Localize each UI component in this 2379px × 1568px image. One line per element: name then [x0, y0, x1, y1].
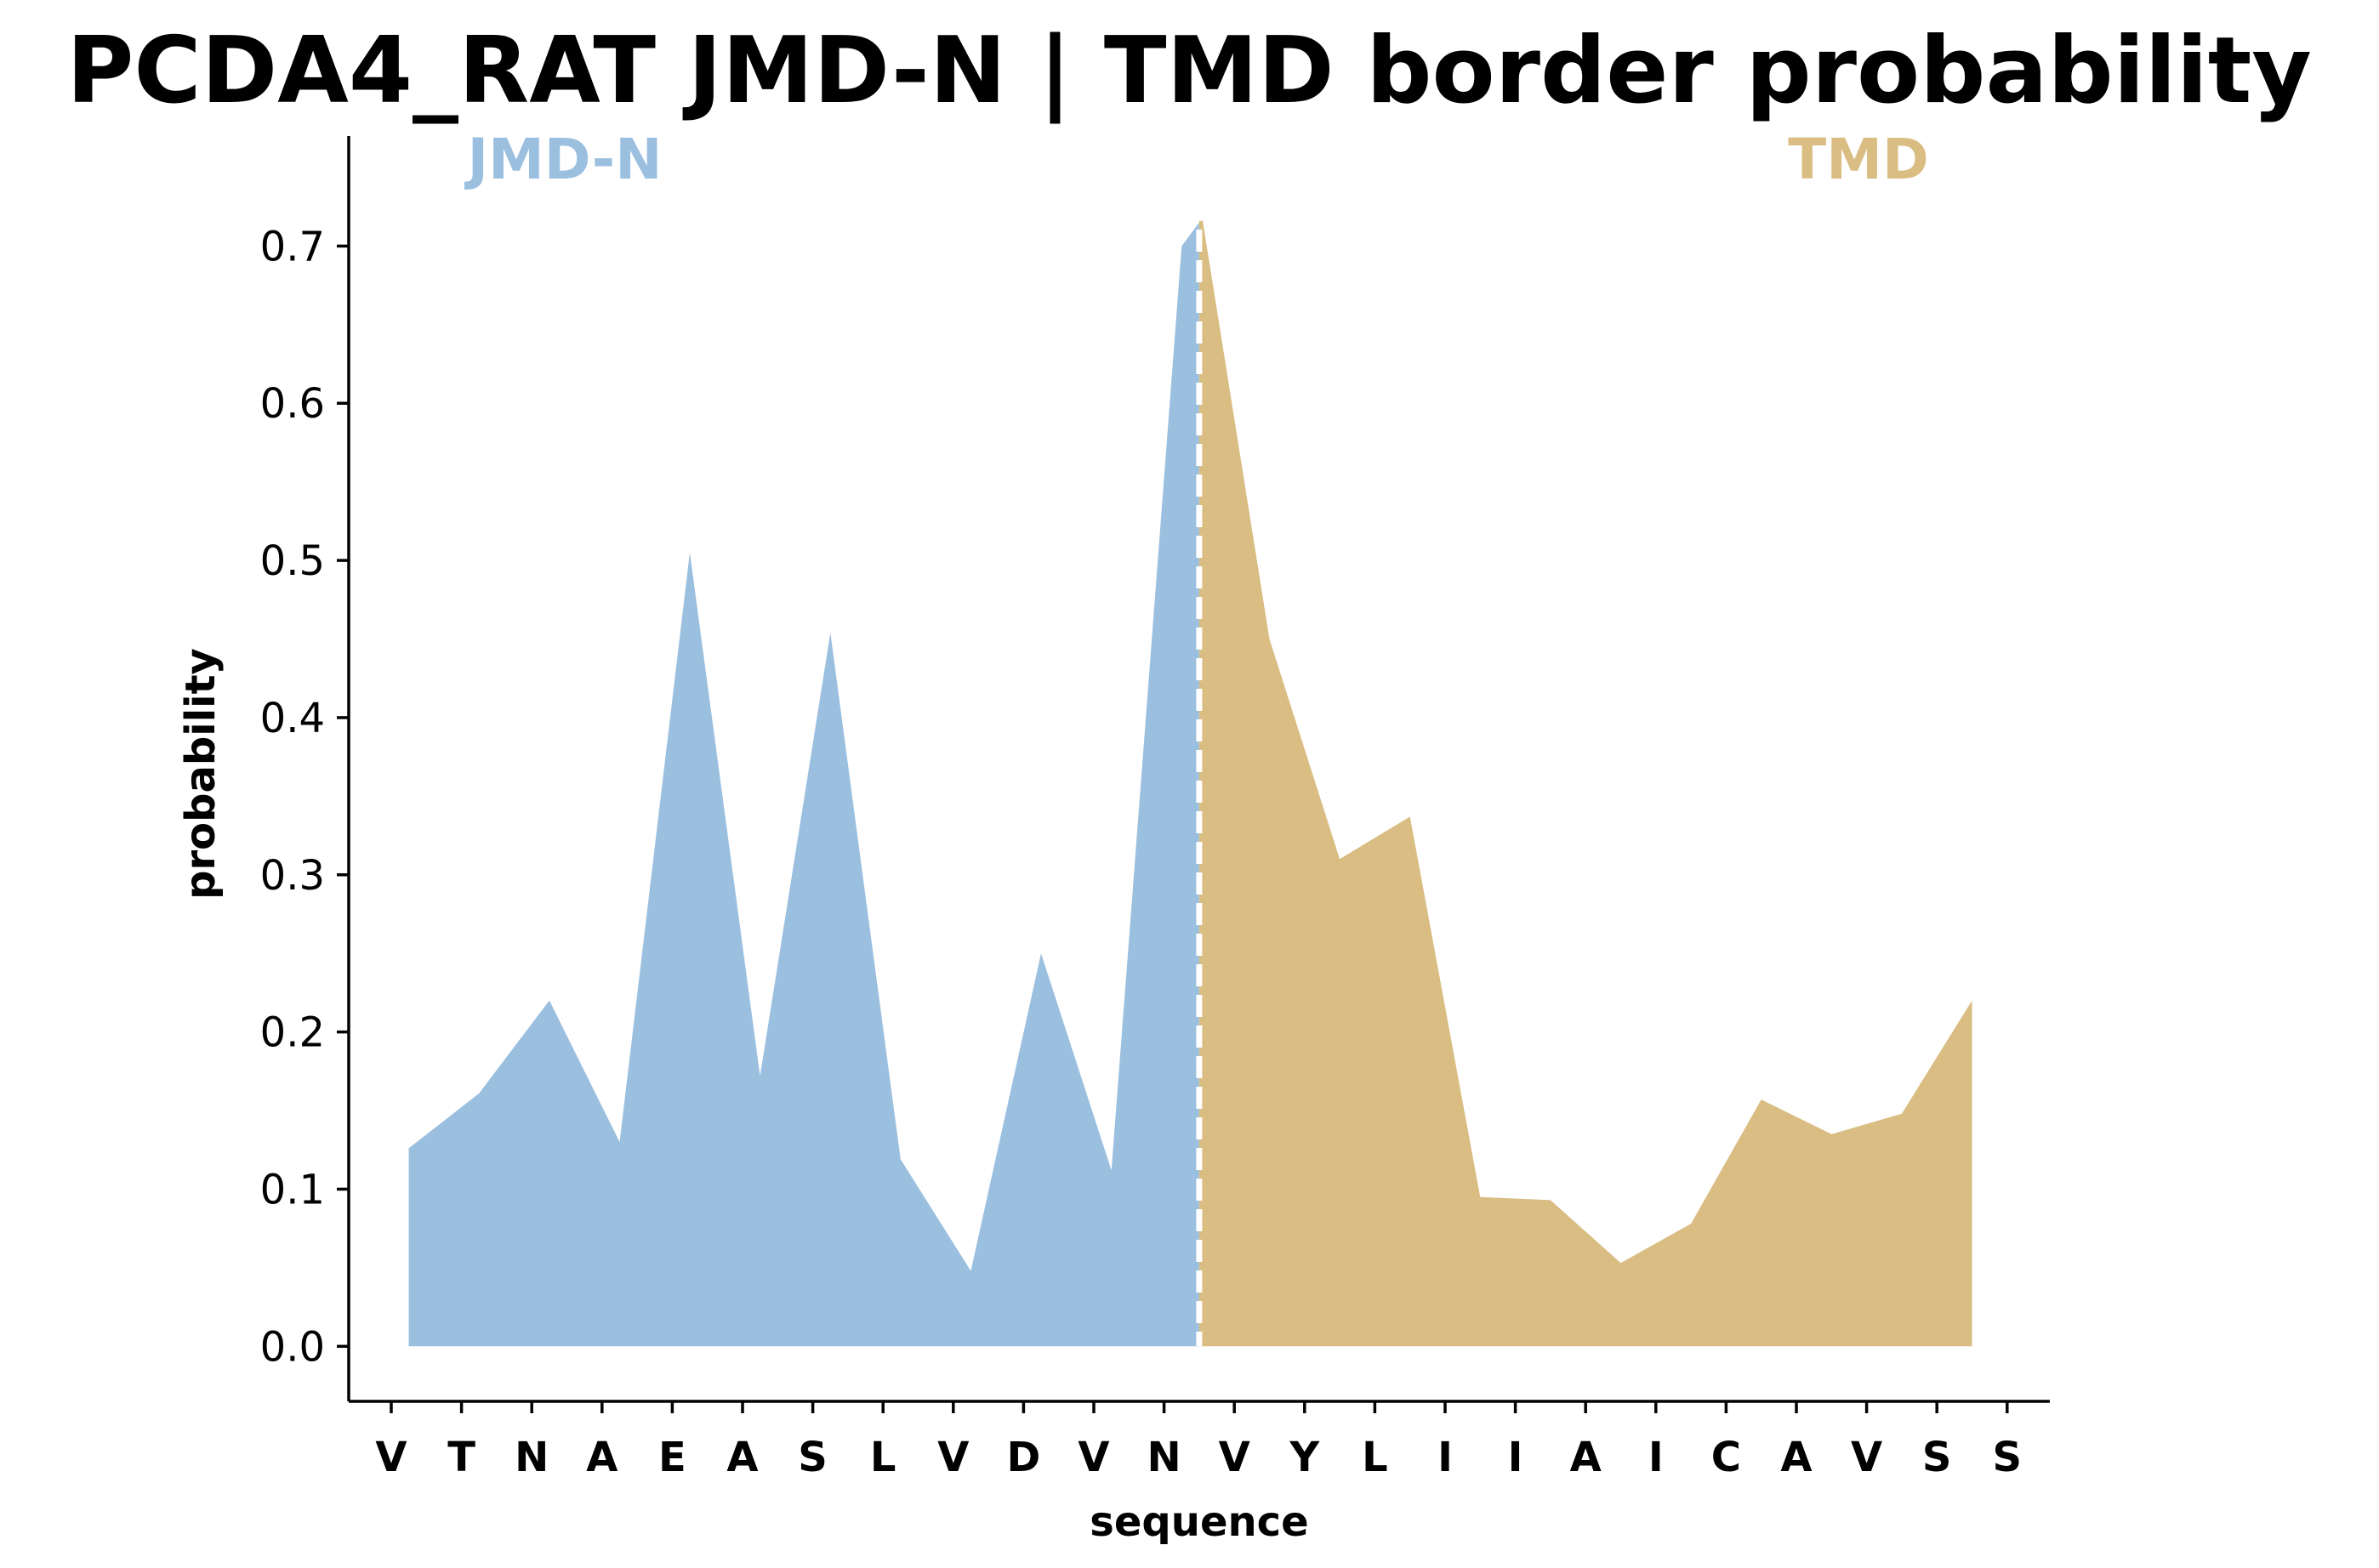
x-tick-label: A — [1780, 1434, 1812, 1481]
area-series — [408, 198, 1972, 1347]
x-tick-label: I — [1508, 1434, 1523, 1481]
x-tick-label: V — [1219, 1434, 1250, 1481]
y-tick-label: 0.3 — [260, 852, 325, 900]
x-tick-label: D — [1006, 1434, 1040, 1481]
x-tick-label: Y — [1289, 1434, 1320, 1481]
x-tick-label: V — [1851, 1434, 1882, 1481]
x-tick-label: I — [1648, 1434, 1664, 1481]
y-tick-label: 0.5 — [260, 537, 325, 585]
x-tick-label: E — [658, 1434, 686, 1481]
x-tick-label: V — [375, 1434, 407, 1481]
x-tick-label: V — [937, 1434, 969, 1481]
y-tick-label: 0.4 — [260, 695, 325, 742]
x-tick-label: L — [870, 1434, 896, 1481]
y-axis-ticks: 0.0 0.1 0.2 0.3 0.4 0.5 0.6 0.7 — [260, 223, 349, 1371]
y-tick-label: 0.7 — [260, 223, 325, 270]
x-tick-label: C — [1711, 1434, 1741, 1481]
x-tick-label: L — [1362, 1434, 1388, 1481]
x-tick-label: S — [1993, 1434, 2023, 1481]
chart-title: PCDA4_RAT JMD-N | TMD border probability — [66, 18, 2312, 124]
y-tick-label: 0.0 — [260, 1323, 325, 1371]
area-tmd — [1198, 198, 1972, 1347]
y-tick-label: 0.2 — [260, 1009, 325, 1057]
x-tick-label: S — [1922, 1434, 1952, 1481]
x-tick-label: N — [515, 1434, 549, 1481]
y-tick-label: 0.1 — [260, 1166, 325, 1213]
y-tick-label: 0.6 — [260, 380, 325, 428]
x-tick-label: V — [1078, 1434, 1109, 1481]
x-tick-label: A — [586, 1434, 618, 1481]
x-tick-label: A — [1570, 1434, 1602, 1481]
x-tick-label: T — [447, 1434, 475, 1481]
x-axis-label: sequence — [1090, 1498, 1308, 1546]
x-tick-label: N — [1147, 1434, 1181, 1481]
y-axis-label: probability — [177, 648, 225, 900]
x-tick-label: A — [726, 1434, 758, 1481]
x-tick-label: I — [1437, 1434, 1453, 1481]
jmd-n-region-label: JMD-N — [464, 127, 663, 192]
area-jmd-n — [408, 222, 1199, 1347]
tmd-region-label: TMD — [1788, 127, 1928, 192]
x-tick-label: S — [798, 1434, 828, 1481]
